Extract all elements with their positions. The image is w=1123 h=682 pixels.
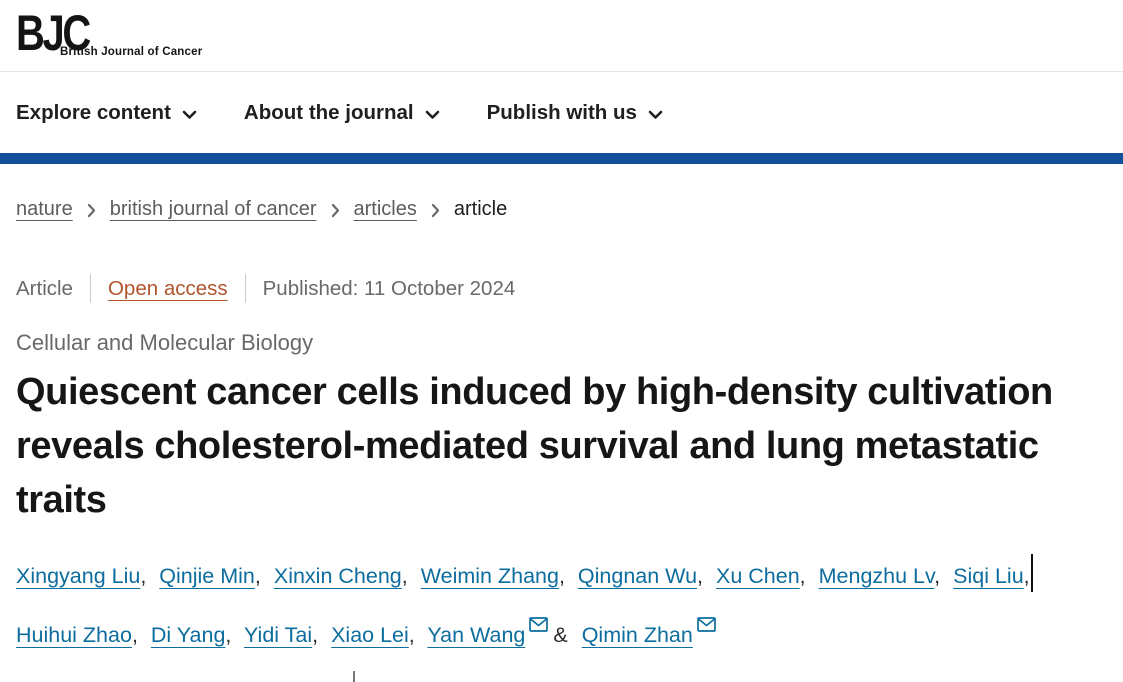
breadcrumb-nature[interactable]: nature — [16, 198, 73, 220]
article-meta-row: Article Open access Published: 11 Octobe… — [0, 274, 1123, 303]
author-separator: , — [697, 564, 704, 588]
author-link[interactable]: Yan Wang — [427, 623, 526, 647]
author-separator: , — [312, 623, 319, 647]
author-link[interactable]: Mengzhu Lv — [818, 564, 935, 588]
author-separator: , — [934, 564, 941, 588]
author-separator: , — [225, 623, 232, 647]
published-date: Published: 11 October 2024 — [262, 276, 516, 300]
author-link[interactable]: Yidi Tai — [244, 623, 313, 647]
open-access-link[interactable]: Open access — [107, 276, 228, 300]
author-list: Xingyang Liu, Qinjie Min, Xinxin Cheng, … — [16, 552, 1107, 660]
author-link[interactable]: Xiao Lei — [331, 623, 409, 647]
breadcrumb-journal[interactable]: british journal of cancer — [109, 198, 317, 220]
breadcrumb-articles[interactable]: articles — [353, 198, 417, 220]
divider — [244, 274, 246, 303]
author-link[interactable]: Huihui Zhao — [16, 623, 132, 647]
divider — [353, 671, 355, 682]
journal-header: BJC British Journal of Cancer — [0, 0, 1123, 72]
email-envelope-icon[interactable] — [529, 601, 549, 650]
chevron-down-icon — [648, 102, 663, 126]
author-link[interactable]: Qimin Zhan — [581, 623, 693, 647]
author-link[interactable]: Siqi Liu — [953, 564, 1024, 588]
bjc-logo[interactable]: BJC — [16, 5, 91, 61]
chevron-right-icon — [431, 203, 440, 218]
author-separator: , — [140, 564, 147, 588]
primary-nav: Explore content About the journal Publis… — [0, 72, 1123, 153]
ampersand: & — [553, 623, 568, 647]
author-separator: , — [1023, 564, 1030, 588]
author-link[interactable]: Qinjie Min — [159, 564, 255, 588]
nav-label: Publish with us — [486, 100, 637, 124]
nav-publish-with-us[interactable]: Publish with us — [487, 99, 663, 126]
author-link[interactable]: Xinxin Cheng — [273, 564, 402, 588]
author-separator: , — [408, 623, 415, 647]
email-envelope-icon[interactable] — [696, 601, 716, 650]
breadcrumb-current: article — [453, 198, 508, 220]
journal-accent-bar — [0, 153, 1123, 164]
article-type-label: Article — [16, 276, 73, 300]
breadcrumb: nature british journal of cancer article… — [0, 198, 1123, 221]
author-link[interactable]: Xingyang Liu — [16, 564, 141, 588]
author-link[interactable]: Qingnan Wu — [577, 564, 698, 588]
nav-about-journal[interactable]: About the journal — [244, 99, 440, 126]
author-line-2: Huihui Zhao, Di Yang, Yidi Tai, Xiao Lei… — [16, 601, 1107, 660]
author-link[interactable]: Weimin Zhang — [420, 564, 559, 588]
author-separator: , — [558, 564, 565, 588]
chevron-right-icon — [87, 203, 96, 218]
chevron-down-icon — [425, 102, 440, 126]
article-category: Cellular and Molecular Biology — [16, 330, 314, 355]
chevron-down-icon — [182, 102, 197, 126]
journal-name-label: British Journal of Cancer — [60, 46, 203, 58]
nav-label: Explore content — [16, 100, 171, 124]
author-separator: , — [131, 623, 138, 647]
chevron-right-icon — [331, 203, 340, 218]
author-line-1: Xingyang Liu, Qinjie Min, Xinxin Cheng, … — [16, 552, 1107, 601]
nav-label: About the journal — [243, 100, 414, 124]
author-separator: , — [401, 564, 408, 588]
author-link[interactable]: Di Yang — [150, 623, 226, 647]
nav-explore-content[interactable]: Explore content — [16, 99, 197, 126]
author-separator: , — [799, 564, 806, 588]
author-separator: , — [254, 564, 261, 588]
divider — [89, 274, 91, 303]
article-title: Quiescent cancer cells induced by high-d… — [16, 371, 1053, 521]
text-caret — [1030, 554, 1034, 592]
author-link[interactable]: Xu Chen — [716, 564, 800, 588]
